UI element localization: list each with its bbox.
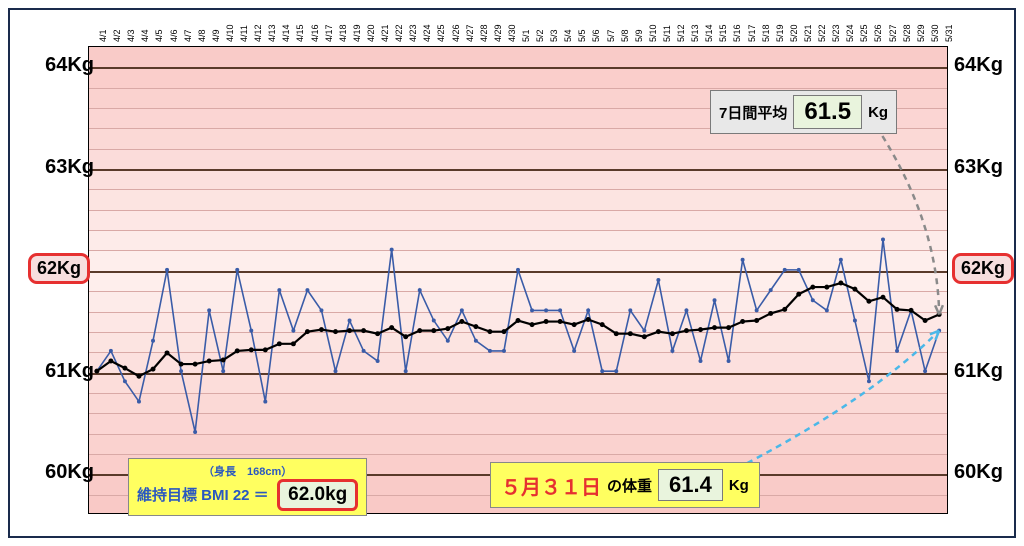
- current-date-weight-box: ５月３１日 の体重 61.4 Kg: [490, 462, 760, 508]
- y-axis-label-left: 61Kg: [40, 360, 94, 383]
- x-axis-tick: 4/21: [380, 24, 390, 42]
- x-axis-tick: 5/30: [930, 24, 940, 42]
- x-axis-tick: 5/22: [817, 24, 827, 42]
- x-axis-tick: 5/18: [761, 24, 771, 42]
- x-axis-tick: 4/15: [295, 24, 305, 42]
- x-axis-tick: 4/29: [493, 24, 503, 42]
- x-axis-tick: 4/4: [140, 29, 150, 42]
- x-axis-tick: 4/24: [422, 24, 432, 42]
- y-highlight-label: 62Kg: [37, 258, 81, 279]
- x-axis-tick: 5/27: [888, 24, 898, 42]
- x-axis-tick: 5/1: [521, 29, 531, 42]
- x-axis-tick: 5/12: [676, 24, 686, 42]
- y-axis-label-right: 61Kg: [954, 360, 1014, 383]
- y-axis-label-left: 63Kg: [40, 156, 94, 179]
- x-axis-tick: 4/28: [479, 24, 489, 42]
- chart-frame: 4/1 4/2 4/3 4/4 4/5 4/6 4/7 4/8 4/9 4/10 4/11 4/12 4…: [8, 8, 1016, 538]
- x-axis-tick: 5/11: [662, 25, 672, 42]
- x-axis-tick: 5/16: [732, 24, 742, 42]
- avg-label: 7日間平均: [719, 102, 787, 123]
- x-axis-tick: 4/6: [169, 29, 179, 42]
- x-axis-tick: 4/22: [394, 24, 404, 42]
- x-axis-tick: 4/8: [197, 29, 207, 42]
- x-axis-tick: 5/19: [775, 24, 785, 42]
- current-date: ５月３１日: [501, 471, 601, 500]
- x-axis-tick: 4/2: [112, 29, 122, 42]
- x-axis-tick: 5/24: [845, 24, 855, 42]
- x-axis-tick: 4/1: [98, 29, 108, 42]
- y-axis-label-left: 64Kg: [40, 54, 94, 77]
- x-axis-tick: 4/27: [465, 24, 475, 42]
- x-axis-tick: 4/12: [253, 24, 263, 42]
- x-axis-tick: 4/14: [281, 24, 291, 42]
- x-axis-tick: 4/10: [225, 24, 235, 42]
- x-axis-tick: 4/9: [211, 29, 221, 42]
- current-date-label: の体重: [607, 475, 652, 496]
- x-axis-tick: 5/20: [789, 24, 799, 42]
- x-axis-tick: 4/25: [436, 24, 446, 42]
- current-weight-unit: Kg: [729, 477, 749, 494]
- avg-value: 61.5: [793, 95, 862, 129]
- x-axis-tick: 5/9: [634, 29, 644, 42]
- x-axis-tick: 4/20: [366, 24, 376, 42]
- x-axis-tick: 5/29: [916, 24, 926, 42]
- x-axis-tick: 4/18: [338, 24, 348, 42]
- target-bmi-label: 維持目標 BMI 22 ＝: [137, 484, 269, 505]
- current-weight-value: 61.4: [658, 469, 723, 501]
- x-axis-tick: 5/8: [620, 29, 630, 42]
- x-axis-tick: 5/5: [577, 29, 587, 42]
- target-height-note: （身長 168cm）: [137, 463, 358, 479]
- x-axis-tick: 5/26: [873, 24, 883, 42]
- x-axis-tick: 4/17: [324, 24, 334, 42]
- y-axis-label-left: 60Kg: [40, 461, 94, 484]
- x-axis-tick: 4/11: [239, 25, 249, 42]
- y-highlight-label: 62Kg: [961, 258, 1005, 279]
- x-axis-tick: 5/15: [718, 24, 728, 42]
- x-axis-tick: 5/14: [704, 24, 714, 42]
- seven-day-avg-box: 7日間平均 61.5 Kg: [710, 90, 897, 134]
- x-axis-tick: 5/28: [902, 24, 912, 42]
- y-highlight-badge-left: 62Kg: [28, 253, 90, 284]
- x-axis-tick: 5/25: [859, 24, 869, 42]
- x-axis-tick: 5/4: [563, 29, 573, 42]
- x-axis-tick: 5/13: [690, 24, 700, 42]
- x-axis-tick: 5/10: [648, 24, 658, 42]
- x-axis-tick: 4/5: [154, 29, 164, 42]
- x-axis-tick: 5/3: [549, 29, 559, 42]
- x-axis-tick: 4/13: [267, 24, 277, 42]
- x-axis-tick: 5/21: [803, 24, 813, 42]
- x-axis-tick: 4/30: [507, 24, 517, 42]
- target-bmi-value: 62.0kg: [277, 479, 358, 511]
- x-axis-tick: 5/7: [606, 29, 616, 42]
- x-axis-tick: 5/6: [591, 29, 601, 42]
- x-axis-tick: 5/17: [747, 24, 757, 42]
- y-axis-label-right: 64Kg: [954, 54, 1014, 77]
- x-axis-tick: 5/23: [831, 24, 841, 42]
- x-axis-tick: 4/16: [310, 24, 320, 42]
- y-axis-label-right: 63Kg: [954, 156, 1014, 179]
- avg-unit: Kg: [868, 104, 888, 121]
- x-axis-tick: 4/26: [451, 24, 461, 42]
- x-axis-tick: 5/31: [944, 24, 954, 42]
- x-axis-tick: 5/2: [535, 29, 545, 42]
- target-bmi-box: （身長 168cm） 維持目標 BMI 22 ＝ 62.0kg: [128, 458, 367, 516]
- x-axis-tick: 4/23: [408, 24, 418, 42]
- y-axis-label-right: 60Kg: [954, 461, 1014, 484]
- x-axis-tick: 4/19: [352, 24, 362, 42]
- y-highlight-badge-right: 62Kg: [952, 253, 1014, 284]
- x-axis-tick: 4/3: [126, 29, 136, 42]
- x-axis-tick: 4/7: [183, 29, 193, 42]
